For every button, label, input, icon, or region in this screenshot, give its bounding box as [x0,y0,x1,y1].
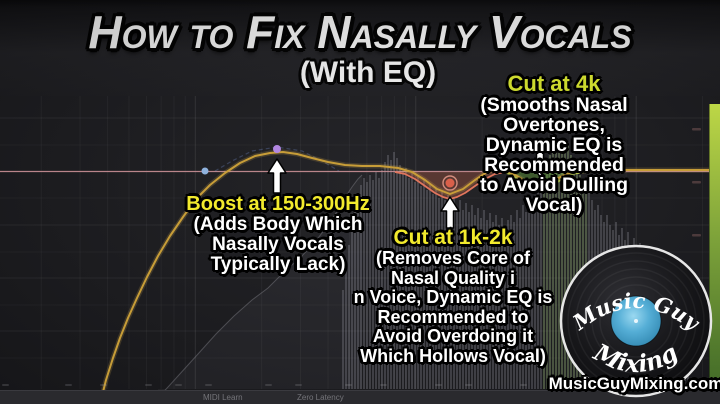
band-dot-boost[interactable] [273,145,281,153]
annotation-cut-high-heading: Cut at 4k [507,71,601,96]
plugin-bottom-bar: MIDI Learn Zero Latency [0,390,720,404]
annotation-boost: Boost at 150-300Hz (Adds Body Which Nasa… [186,193,369,275]
annotation-cut-mid-body: (Removes Core of Nasal Quality i n Voice… [353,248,553,366]
page-title: How to Fix Nasally Vocals [88,6,632,58]
annotation-cut-mid-heading: Cut at 1k-2k [393,226,513,249]
vinyl-groove [583,268,689,374]
band-dot-lowmid[interactable] [201,167,209,175]
annotation-cut-mid: Cut at 1k-2k (Removes Core of Nasal Qual… [354,226,553,366]
page-subtitle: (With EQ) [299,56,437,89]
midi-learn-label[interactable]: MIDI Learn [203,393,243,402]
annotation-cut-high: Cut at 4k (Smooths Nasal Overtones, Dyna… [471,72,637,215]
zero-latency-label[interactable]: Zero Latency [297,393,344,402]
annotation-boost-body: (Adds Body Which Nasally Vocals Typicall… [193,214,363,275]
vinyl-groove [599,284,673,358]
website-text: MusicGuyMixing.com [548,374,720,393]
annotation-cut-high-body: (Smooths Nasal Overtones, Dynamic EQ is … [479,94,629,216]
band-dot-cut-high[interactable] [536,177,544,185]
band-dot-cut-mid[interactable] [445,178,455,188]
vinyl-groove [575,260,697,382]
vinyl-record-logo: Music Guy Mixing [559,244,713,398]
record-spindle-hole [634,319,638,323]
output-meter [709,104,720,404]
down-arrow-icon [530,148,550,178]
up-arrow-icon [267,158,287,194]
up-arrow-icon [440,196,460,229]
vinyl-groove [591,276,681,366]
eq-main-curve [99,151,710,404]
header-background [0,0,720,96]
annotation-boost-heading: Boost at 150-300Hz [186,193,370,215]
vinyl-groove [567,252,705,390]
